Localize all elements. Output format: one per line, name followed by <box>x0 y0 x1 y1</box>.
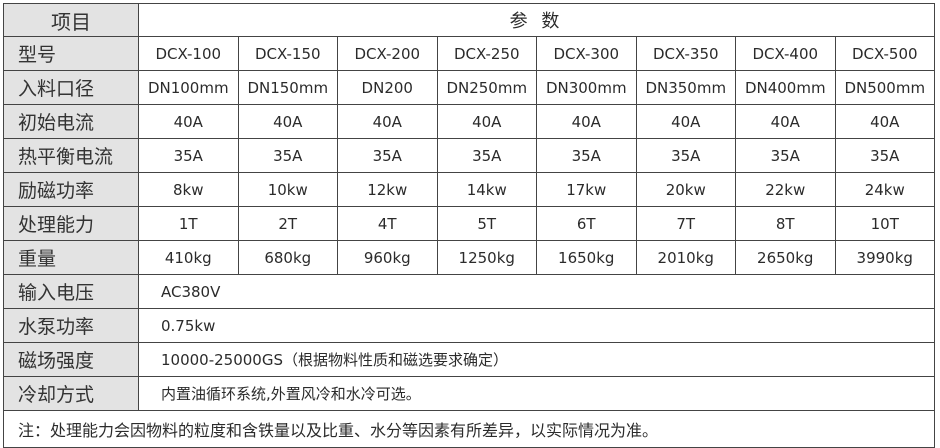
table-row: 水泵功率 0.75kw <box>3 308 935 343</box>
value-cell: 35A <box>138 138 239 173</box>
row-label: 处理能力 <box>3 206 139 241</box>
value-cell: 1250kg <box>436 240 537 275</box>
value-cell: 2010kg <box>635 240 736 275</box>
value-cell: 35A <box>735 138 836 173</box>
params-header: 参 数 <box>138 3 935 37</box>
value-cell: 7T <box>635 206 736 241</box>
value-cell: 680kg <box>237 240 338 275</box>
value-cell: 40A <box>834 104 935 139</box>
value-cell: 2650kg <box>735 240 836 275</box>
value-cell: 40A <box>536 104 637 139</box>
value-cell: DN500mm <box>834 70 935 105</box>
value-cell: 8kw <box>138 172 239 207</box>
value-cell: 1650kg <box>536 240 637 275</box>
value-cell: DN400mm <box>735 70 836 105</box>
model-cell: DCX-100 <box>138 36 239 71</box>
value-cell: 40A <box>337 104 438 139</box>
value-cell: DN250mm <box>436 70 537 105</box>
table-row: 冷却方式 内置油循环系统,外置风冷和水冷可选。 <box>3 376 935 411</box>
value-cell: 40A <box>635 104 736 139</box>
value-cell: 17kw <box>536 172 637 207</box>
value-cell: 14kw <box>436 172 537 207</box>
model-cell: DCX-200 <box>337 36 438 71</box>
model-row: 型号 DCX-100 DCX-150 DCX-200 DCX-250 DCX-3… <box>3 36 935 71</box>
value-cell: 8T <box>735 206 836 241</box>
note-row: 注：处理能力会因物料的粒度和含铁量以及比重、水分等因素有所差异，以实际情况为准。 <box>3 410 935 448</box>
value-cell: 24kw <box>834 172 935 207</box>
model-cell: DCX-250 <box>436 36 537 71</box>
row-label: 重量 <box>3 240 139 275</box>
value-cell: 40A <box>138 104 239 139</box>
item-header: 项目 <box>3 3 139 37</box>
model-cell: DCX-150 <box>237 36 338 71</box>
table-row: 处理能力 1T 2T 4T 5T 6T 7T 8T 10T <box>3 206 935 241</box>
value-cell: 35A <box>635 138 736 173</box>
value-cell: 960kg <box>337 240 438 275</box>
value-cell: 40A <box>436 104 537 139</box>
value-cell: 12kw <box>337 172 438 207</box>
row-label: 热平衡电流 <box>3 138 139 173</box>
table-row: 入料口径 DN100mm DN150mm DN200 DN250mm DN300mm DN3… <box>3 70 935 105</box>
value-cell: 10kw <box>237 172 338 207</box>
table-row: 磁场强度 10000-25000GS（根据物料性质和磁选要求确定） <box>3 342 935 377</box>
table-row: 重量 410kg 680kg 960kg 1250kg 1650kg 2010kg 2650k… <box>3 240 935 275</box>
value-cell: 20kw <box>635 172 736 207</box>
row-label: 冷却方式 <box>3 376 139 411</box>
model-cell: DCX-350 <box>635 36 736 71</box>
row-label: 水泵功率 <box>3 308 139 343</box>
row-label: 励磁功率 <box>3 172 139 207</box>
table-row: 热平衡电流 35A 35A 35A 35A 35A 35A 35A 35A <box>3 138 935 173</box>
value-cell: 1T <box>138 206 239 241</box>
value-cell: 40A <box>237 104 338 139</box>
value-cell: 6T <box>536 206 637 241</box>
value-cell: 35A <box>436 138 537 173</box>
value-cell: 410kg <box>138 240 239 275</box>
value-cell: DN300mm <box>536 70 637 105</box>
value-cell: 35A <box>536 138 637 173</box>
row-label: 型号 <box>3 36 139 71</box>
value-cell: 2T <box>237 206 338 241</box>
model-cell: DCX-300 <box>536 36 637 71</box>
table-row: 输入电压 AC380V <box>3 274 935 309</box>
row-label: 磁场强度 <box>3 342 139 377</box>
value-cell: DN150mm <box>237 70 338 105</box>
value-cell: DN350mm <box>635 70 736 105</box>
table-row: 励磁功率 8kw 10kw 12kw 14kw 17kw 20kw 22kw 24kw <box>3 172 935 207</box>
spec-table: 项目 参 数 型号 DCX-100 DCX-150 DCX-200 DCX-25… <box>3 3 935 448</box>
value-cell: 10000-25000GS（根据物料性质和磁选要求确定） <box>138 342 935 377</box>
table-row: 初始电流 40A 40A 40A 40A 40A 40A 40A 40A <box>3 104 935 139</box>
value-cell: 内置油循环系统,外置风冷和水冷可选。 <box>138 376 935 411</box>
value-cell: 22kw <box>735 172 836 207</box>
value-cell: 35A <box>834 138 935 173</box>
note-text: 注：处理能力会因物料的粒度和含铁量以及比重、水分等因素有所差异，以实际情况为准。 <box>3 410 935 448</box>
value-cell: DN100mm <box>138 70 239 105</box>
value-cell: 35A <box>237 138 338 173</box>
value-cell: 5T <box>436 206 537 241</box>
value-cell: 4T <box>337 206 438 241</box>
row-label: 入料口径 <box>3 70 139 105</box>
value-cell: 3990kg <box>834 240 935 275</box>
value-cell: 35A <box>337 138 438 173</box>
row-label: 初始电流 <box>3 104 139 139</box>
model-cell: DCX-500 <box>834 36 935 71</box>
value-cell: 10T <box>834 206 935 241</box>
value-cell: AC380V <box>138 274 935 309</box>
value-cell: 0.75kw <box>138 308 935 343</box>
value-cell: DN200 <box>337 70 438 105</box>
value-cell: 40A <box>735 104 836 139</box>
row-label: 输入电压 <box>3 274 139 309</box>
model-cell: DCX-400 <box>735 36 836 71</box>
header-row: 项目 参 数 <box>3 3 935 37</box>
